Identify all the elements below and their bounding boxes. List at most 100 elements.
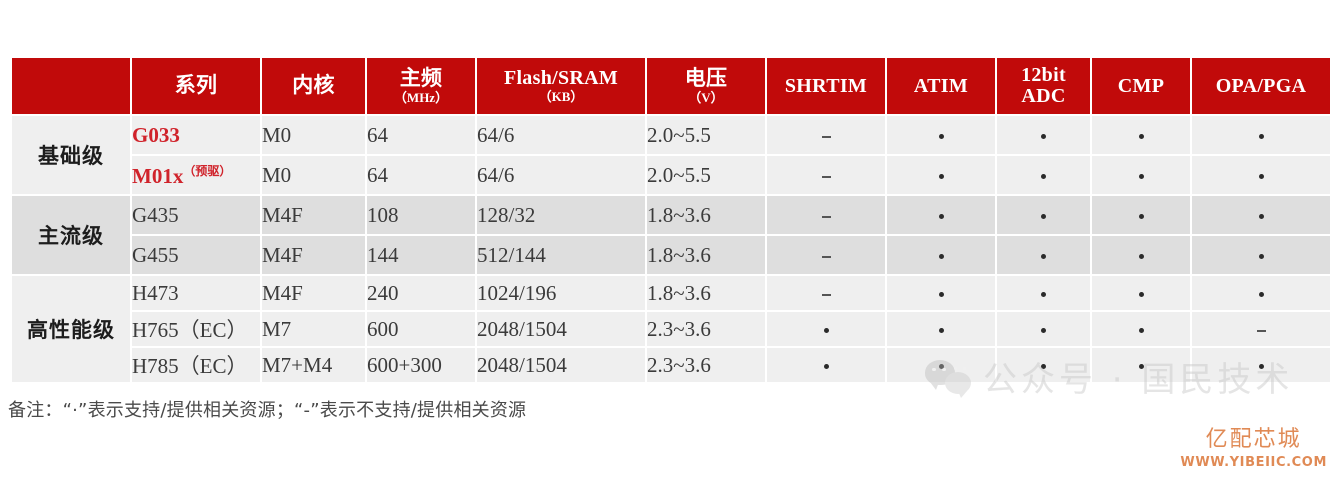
column-header-label: ATIM [913, 74, 969, 97]
flash-sram-cell: 2048/1504 [477, 312, 645, 346]
frequency-cell: 600+300 [367, 348, 475, 382]
unsupported-dash-icon [821, 135, 831, 138]
atim-cell [887, 196, 995, 234]
flash-sram-cell: 128/32 [477, 196, 645, 234]
table-row: G455 M4F 144 512/144 1.8~3.6 [12, 236, 1330, 274]
table-footnote: 备注：“·”表示支持/提供相关资源；“-”表示不支持/提供相关资源 [8, 400, 527, 421]
series-cell: H785（EC） [132, 348, 260, 382]
shrtim-cell [767, 196, 885, 234]
adc-12bit-cell [997, 156, 1090, 194]
flash-sram-column-header: Flash/SRAM （KB） [477, 58, 645, 114]
table-row: 基础级 G033 M0 64 64/6 2.0~5.5 [12, 116, 1330, 194]
table-row: M01x（预驱） M0 64 64/6 2.0~5.5 [12, 156, 1330, 194]
column-header-unit: （V） [688, 89, 724, 105]
series-column-header: 系列 [132, 58, 260, 114]
opa-pga-cell [1192, 312, 1330, 346]
adc-12bit-cell [997, 196, 1090, 234]
table-row: H785（EC） M7+M4 600+300 2048/1504 2.3~3.6 [12, 348, 1330, 382]
core-cell: M7 [262, 312, 365, 346]
table-header-row: 系列 内核 主频 （MHz） Flash/SRAM （KB） 电压 （V） SHRTIM ATIM… [12, 58, 1330, 114]
frequency-cell: 144 [367, 236, 475, 274]
column-header-label: CMP [1117, 74, 1165, 97]
core-cell: M4F [262, 276, 365, 310]
cmp-cell [1092, 236, 1190, 274]
atim-cell [887, 156, 995, 194]
cmp-cell [1092, 348, 1190, 382]
opa-pga-cell [1192, 116, 1330, 154]
supported-dot-icon [1041, 214, 1046, 220]
cmp-column-header: CMP [1092, 58, 1190, 114]
flash-sram-cell: 1024/196 [477, 276, 645, 310]
opa-pga-cell [1192, 156, 1330, 194]
mcu-spec-table: 系列 内核 主频 （MHz） Flash/SRAM （KB） 电压 （V） SHRTIM ATIM… [10, 56, 1332, 384]
core-cell: M0 [262, 116, 365, 154]
voltage-cell: 1.8~3.6 [647, 196, 765, 234]
series-cell: H473 [132, 276, 260, 310]
supported-dot-icon [1041, 174, 1046, 180]
flash-sram-cell: 2048/1504 [477, 348, 645, 382]
table-row: 高性能级 H473 M4F 240 1024/196 1.8~3.6 [12, 276, 1330, 382]
column-header-label: 电压 [684, 65, 728, 90]
cmp-cell [1092, 312, 1190, 346]
supported-dot-icon [938, 328, 944, 334]
supported-dot-icon [823, 328, 829, 334]
flash-sram-cell: 64/6 [477, 116, 645, 154]
supported-dot-icon [1258, 134, 1264, 140]
atim-cell [887, 276, 995, 310]
voltage-cell: 1.8~3.6 [647, 236, 765, 274]
cmp-cell [1092, 156, 1190, 194]
supported-dot-icon [1138, 328, 1144, 334]
shrtim-cell [767, 236, 885, 274]
column-header-unit: （MHz） [393, 89, 449, 105]
shrtim-cell [767, 348, 885, 382]
cmp-cell [1092, 116, 1190, 154]
flash-sram-cell: 512/144 [477, 236, 645, 274]
frequency-cell: 64 [367, 156, 475, 194]
voltage-cell: 2.0~5.5 [647, 116, 765, 154]
supported-dot-icon [1138, 254, 1144, 260]
atim-cell [887, 348, 995, 382]
core-column-header: 内核 [262, 58, 365, 114]
supported-dot-icon [938, 254, 944, 260]
supported-dot-icon [938, 214, 944, 220]
series-cell: G455 [132, 236, 260, 274]
shrtim-cell [767, 156, 885, 194]
voltage-cell: 1.8~3.6 [647, 276, 765, 310]
adc-12bit-cell [997, 276, 1090, 310]
supported-dot-icon [1258, 214, 1264, 220]
core-cell: M4F [262, 236, 365, 274]
column-header-label: 内核 [292, 73, 335, 98]
supported-dot-icon [938, 174, 944, 180]
supported-dot-icon [938, 292, 944, 298]
cmp-cell [1092, 276, 1190, 310]
atim-cell [887, 312, 995, 346]
unsupported-dash-icon [821, 175, 831, 178]
opa-pga-cell [1192, 196, 1330, 234]
frequency-cell: 240 [367, 276, 475, 310]
adc-12bit-cell [997, 116, 1090, 154]
voltage-cell: 2.0~5.5 [647, 156, 765, 194]
series-cell: G033 [132, 116, 260, 154]
core-cell: M4F [262, 196, 365, 234]
shrtim-column-header: SHRTIM [767, 58, 885, 114]
series-cell: G435 [132, 196, 260, 234]
opa-pga-cell [1192, 348, 1330, 382]
adc-12bit-column-header: 12bit ADC [997, 58, 1090, 114]
grade-group-label: 高性能级 [12, 276, 130, 382]
frequency-cell: 64 [367, 116, 475, 154]
cmp-cell [1092, 196, 1190, 234]
table-row: 主流级 G435 M4F 108 128/32 1.8~3.6 [12, 196, 1330, 274]
series-cell: M01x（预驱） [132, 156, 260, 194]
supported-dot-icon [938, 364, 944, 370]
adc-12bit-cell [997, 312, 1090, 346]
table-row: H765（EC） M7 600 2048/1504 2.3~3.6 [12, 312, 1330, 346]
unsupported-dash-icon [821, 215, 831, 218]
supported-dot-icon [1138, 214, 1144, 220]
atim-cell [887, 236, 995, 274]
yibei-watermark-url: WWW.YIBEIIC.COM [1180, 455, 1327, 471]
voltage-column-header: 电压 （V） [647, 58, 765, 114]
column-header-label: 12bit ADC [1021, 64, 1066, 107]
column-header-label: SHRTIM [784, 74, 868, 97]
adc-12bit-cell [997, 236, 1090, 274]
column-header-label: 主频 [399, 65, 443, 90]
